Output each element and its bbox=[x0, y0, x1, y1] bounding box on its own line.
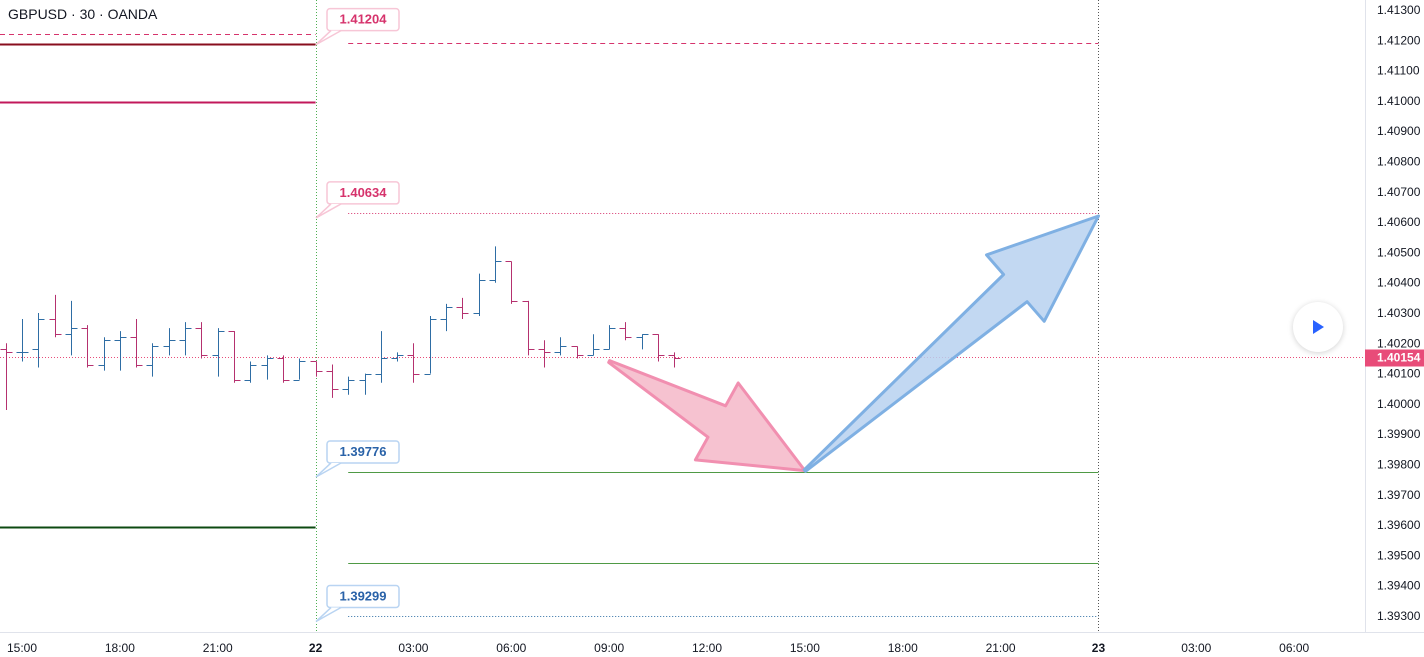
time-tick-label: 21:00 bbox=[203, 641, 233, 655]
time-tick-label: 06:00 bbox=[496, 641, 526, 655]
price-callout-text: 1.39299 bbox=[340, 589, 387, 604]
ohlc-bar bbox=[619, 322, 632, 341]
ohlc-bar bbox=[81, 325, 94, 368]
price-tick-label: 1.41000 bbox=[1377, 94, 1421, 108]
price-tick-label: 1.40900 bbox=[1377, 124, 1421, 138]
time-tick-label: 12:00 bbox=[692, 641, 722, 655]
price-tick-label: 1.40300 bbox=[1377, 306, 1421, 320]
price-tick-label: 1.39400 bbox=[1377, 579, 1421, 593]
time-tick-label: 21:00 bbox=[986, 641, 1016, 655]
play-icon bbox=[1313, 320, 1324, 334]
ohlc-bar bbox=[32, 313, 45, 368]
ohlc-bar bbox=[228, 331, 241, 383]
ohlc-bar bbox=[261, 355, 274, 380]
ohlc-bar bbox=[375, 331, 388, 383]
go-to-realtime-button[interactable] bbox=[1293, 302, 1343, 352]
ohlc-bar bbox=[440, 303, 453, 332]
price-callout-text: 1.40634 bbox=[340, 185, 388, 200]
price-tick-label: 1.39500 bbox=[1377, 548, 1421, 562]
ohlc-bar bbox=[16, 319, 29, 362]
price-callout-text: 1.41204 bbox=[340, 12, 388, 27]
price-tick-label: 1.40200 bbox=[1377, 336, 1421, 350]
time-tick-label: 18:00 bbox=[888, 641, 918, 655]
current-price-tag: 1.40154 bbox=[1365, 349, 1424, 367]
ohlc-bar bbox=[195, 322, 208, 359]
ohlc-bar bbox=[473, 273, 486, 317]
ohlc-bar bbox=[603, 325, 616, 350]
ohlc-bar bbox=[571, 346, 584, 359]
time-tick-label: 06:00 bbox=[1279, 641, 1309, 655]
time-tick-label: 09:00 bbox=[594, 641, 624, 655]
time-tick-label: 22 bbox=[309, 641, 323, 655]
price-tick-label: 1.40000 bbox=[1377, 397, 1421, 411]
ohlc-bar bbox=[98, 337, 111, 371]
ohlc-bar bbox=[489, 246, 502, 283]
ohlc-bar bbox=[114, 331, 127, 371]
ohlc-bar bbox=[522, 300, 535, 356]
price-tick-label: 1.39900 bbox=[1377, 427, 1421, 441]
time-tick-label: 15:00 bbox=[7, 641, 37, 655]
arrow-down[interactable] bbox=[607, 359, 807, 473]
ohlc-bar bbox=[456, 297, 469, 320]
ohlc-bar bbox=[277, 355, 290, 383]
price-tick-label: 1.39800 bbox=[1377, 458, 1421, 472]
ohlc-bar bbox=[359, 373, 372, 395]
ohlc-bar bbox=[538, 340, 551, 368]
time-tick-label: 18:00 bbox=[105, 641, 135, 655]
ohlc-bar bbox=[65, 300, 78, 356]
price-tick-label: 1.39700 bbox=[1377, 488, 1421, 502]
price-tick-label: 1.40400 bbox=[1377, 276, 1421, 290]
price-tick-label: 1.41200 bbox=[1377, 33, 1421, 47]
time-tick-label: 15:00 bbox=[790, 641, 820, 655]
ohlc-bar bbox=[293, 358, 306, 381]
ohlc-bar bbox=[668, 352, 681, 368]
ohlc-bar bbox=[212, 328, 225, 377]
price-callout[interactable]: 1.41204 bbox=[315, 7, 400, 46]
ohlc-bar bbox=[636, 334, 649, 350]
price-tick-label: 1.40800 bbox=[1377, 155, 1421, 169]
ohlc-bar bbox=[163, 328, 176, 356]
ohlc-bar bbox=[505, 261, 518, 304]
ohlc-bar bbox=[244, 361, 257, 383]
ohlc-bar bbox=[326, 364, 339, 398]
price-tick-label: 1.40600 bbox=[1377, 215, 1421, 229]
price-tick-label: 1.40700 bbox=[1377, 185, 1421, 199]
current-price-label: 1.40154 bbox=[1377, 351, 1421, 365]
ohlc-bar bbox=[49, 294, 62, 338]
ohlc-bar bbox=[587, 334, 600, 356]
ohlc-bar bbox=[424, 316, 437, 375]
ohlc-bar bbox=[391, 352, 404, 362]
ohlc-bar bbox=[179, 322, 192, 356]
arrow-up[interactable] bbox=[802, 214, 1100, 473]
ohlc-bar bbox=[130, 319, 143, 368]
ohlc-bar bbox=[146, 343, 159, 377]
price-tick-label: 1.41300 bbox=[1377, 3, 1421, 17]
price-tick-label: 1.40500 bbox=[1377, 245, 1421, 259]
price-tick-label: 1.41100 bbox=[1377, 64, 1420, 78]
time-tick-label: 03:00 bbox=[1181, 641, 1211, 655]
price-tick-label: 1.40100 bbox=[1377, 367, 1421, 381]
price-callout[interactable]: 1.40634 bbox=[315, 181, 400, 219]
price-tick-label: 1.39300 bbox=[1377, 609, 1421, 623]
ohlc-bar bbox=[554, 337, 567, 356]
ohlc-bar bbox=[310, 361, 323, 377]
ohlc-bar bbox=[0, 343, 13, 410]
time-tick-label: 23 bbox=[1092, 641, 1106, 655]
ohlc-bar bbox=[407, 343, 420, 383]
price-callout-text: 1.39776 bbox=[340, 444, 387, 459]
time-tick-label: 03:00 bbox=[398, 641, 428, 655]
price-callout[interactable]: 1.39776 bbox=[315, 440, 400, 478]
ohlc-bar bbox=[652, 334, 665, 362]
price-tick-label: 1.39600 bbox=[1377, 518, 1421, 532]
symbol-title: GBPUSD · 30 · OANDA bbox=[8, 6, 158, 22]
ohlc-bar bbox=[342, 376, 355, 395]
price-callout[interactable]: 1.39299 bbox=[315, 584, 400, 623]
